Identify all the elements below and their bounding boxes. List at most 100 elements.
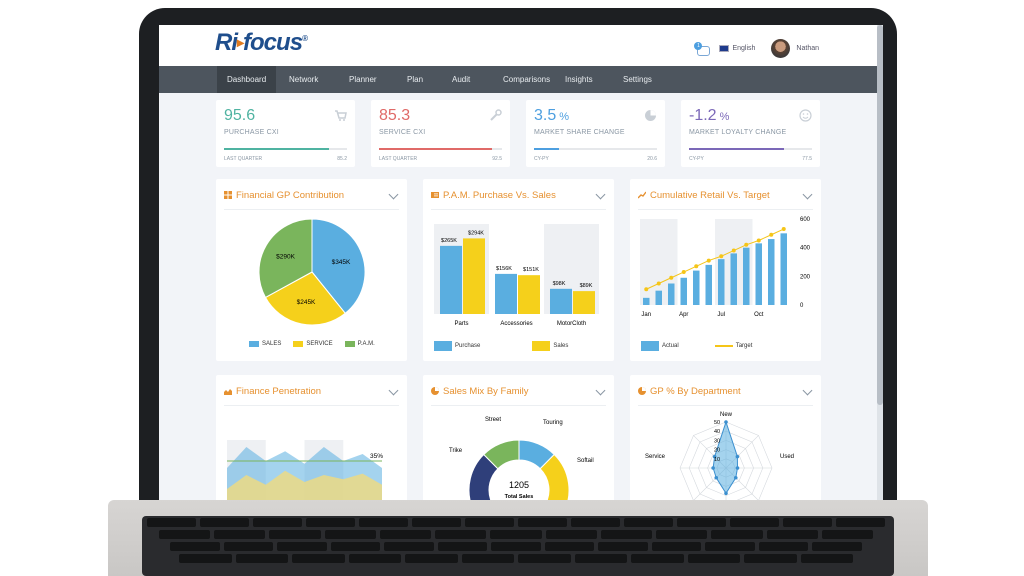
bar-value-label: $98K	[553, 281, 566, 287]
chevron-down-icon[interactable]	[388, 189, 399, 200]
legend-item[interactable]: Actual	[641, 341, 679, 351]
radar-axis-label: New	[720, 412, 733, 418]
legend-item[interactable]: Purchase	[434, 341, 480, 351]
annotation-label: 35%	[370, 453, 383, 460]
donut-slice	[483, 439, 520, 470]
kpi-card: -1.2% MARKET LOYALTY CHANGE CY-PY 77.5	[681, 100, 820, 167]
radar-tick: 10	[714, 457, 720, 463]
keyboard-key	[179, 554, 232, 563]
legend-item[interactable]: SERVICE	[293, 341, 333, 347]
scroll-thumb[interactable]	[877, 25, 883, 405]
keyboard	[142, 516, 894, 576]
nav-item-settings[interactable]: Settings	[623, 75, 652, 84]
legend-item[interactable]: Target	[714, 341, 752, 351]
bar-actual	[680, 277, 687, 305]
keyboard-key	[348, 554, 401, 563]
bar-actual	[768, 239, 775, 305]
legend-item[interactable]: P.A.M.	[344, 341, 375, 347]
bar-actual	[730, 253, 737, 305]
main-nav: Dashboard Network Planner Plan Audit Comparis…	[159, 66, 877, 93]
cumulative-legend: Actual Target	[641, 341, 788, 351]
keyboard-key	[574, 554, 627, 563]
keyboard-key	[705, 542, 755, 551]
logo-arrow-icon: ▸	[237, 34, 244, 50]
kpi-value: 85.3	[379, 107, 411, 124]
slice-label-street: Street	[485, 417, 501, 423]
slice-label-trike: Trike	[449, 448, 463, 454]
kpi-label: PURCHASE CXI	[224, 129, 279, 136]
radar-axis-label: Used	[780, 454, 794, 460]
bar-value-label: $89K	[580, 283, 593, 289]
legend-item[interactable]: SALES	[249, 341, 281, 347]
keyboard-key	[330, 542, 381, 551]
keyboard-key	[656, 530, 708, 539]
flag-icon	[719, 45, 730, 52]
chevron-down-icon[interactable]	[802, 385, 813, 396]
radar-axis-label: Service	[645, 454, 666, 460]
pie-label: $345K	[332, 259, 351, 266]
area-chart-icon	[224, 389, 232, 395]
nav-item-plan[interactable]: Plan	[407, 75, 424, 84]
target-point	[769, 232, 774, 237]
bar-value-label: $151K	[523, 267, 539, 273]
nav-item-audit[interactable]: Audit	[452, 75, 471, 84]
kpi-foot-label: LAST QUARTER	[224, 156, 263, 162]
kpi-progress	[379, 148, 502, 150]
chevron-down-icon[interactable]	[595, 385, 606, 396]
bar-sales	[518, 275, 540, 314]
keyboard-key	[651, 542, 702, 551]
bar-value-label: $156K	[496, 266, 512, 272]
chevron-down-icon[interactable]	[802, 189, 813, 200]
kpi-foot-value: 92.5	[492, 156, 502, 162]
pie-icon	[431, 387, 439, 395]
panel-sales-mix: Sales Mix By Family 1205 Total Sales Stree…	[423, 375, 614, 500]
sales-mix-donut: 1205 Total Sales Street Touring Trike Softail	[449, 417, 594, 500]
nav-item-network[interactable]: Network	[289, 75, 319, 84]
keyboard-key	[214, 530, 266, 539]
chevron-down-icon[interactable]	[595, 189, 606, 200]
nav-item-insights[interactable]: Insights	[565, 75, 593, 84]
legend-item[interactable]: Sales	[532, 341, 568, 351]
radar-point	[735, 466, 740, 470]
smiley-icon	[799, 109, 812, 122]
language-selector[interactable]: English	[732, 45, 756, 52]
keyboard-key	[758, 542, 809, 551]
donut-slice	[539, 453, 570, 500]
avatar[interactable]	[771, 39, 791, 58]
logo[interactable]: Ri▸focus®	[215, 29, 308, 56]
cart-icon	[334, 109, 347, 122]
keyboard-key	[744, 554, 797, 563]
pam-bar-chart: $265K $294K Parts $156K $151K Accessories $98K…	[434, 224, 599, 327]
pie-slice-service	[264, 271, 346, 326]
radar-point	[711, 466, 715, 470]
kpi-progress	[534, 148, 657, 150]
bar-purchase	[440, 245, 462, 314]
y-tick-label: 600	[800, 217, 811, 223]
kpi-value: 95.6	[224, 107, 256, 124]
target-point	[681, 270, 686, 275]
gp-legend: SALES SERVICE P.A.M.	[249, 341, 387, 347]
keyboard-key	[435, 530, 487, 539]
nav-item-planner[interactable]: Planner	[349, 75, 377, 84]
chat-icon[interactable]: 1	[694, 41, 711, 56]
panel-title: Sales Mix By Family	[443, 386, 529, 397]
nav-item-comparisons[interactable]: Comparisons	[503, 75, 551, 84]
slice-label-touring: Touring	[543, 420, 563, 426]
chevron-down-icon[interactable]	[388, 385, 399, 396]
list-icon	[431, 192, 439, 198]
panel-title: Finance Penetration	[236, 386, 322, 397]
keyboard-key	[170, 542, 220, 551]
keyboard-key	[292, 554, 345, 563]
kpi-progress	[224, 148, 347, 150]
keyboard-key	[800, 554, 853, 563]
y-tick-label: 200	[800, 274, 811, 280]
pie-label: $245K	[297, 299, 316, 306]
kpi-value: -1.2%	[689, 107, 730, 124]
nav-item-dashboard[interactable]: Dashboard	[217, 66, 277, 93]
scrollbar[interactable]	[877, 25, 883, 500]
user-name[interactable]: Nathan	[796, 45, 819, 52]
target-point	[656, 281, 661, 286]
kpi-value: 3.5%	[534, 107, 570, 124]
keyboard-key	[253, 518, 302, 527]
app-header: Ri▸focus® 1 English Nathan	[159, 25, 877, 66]
